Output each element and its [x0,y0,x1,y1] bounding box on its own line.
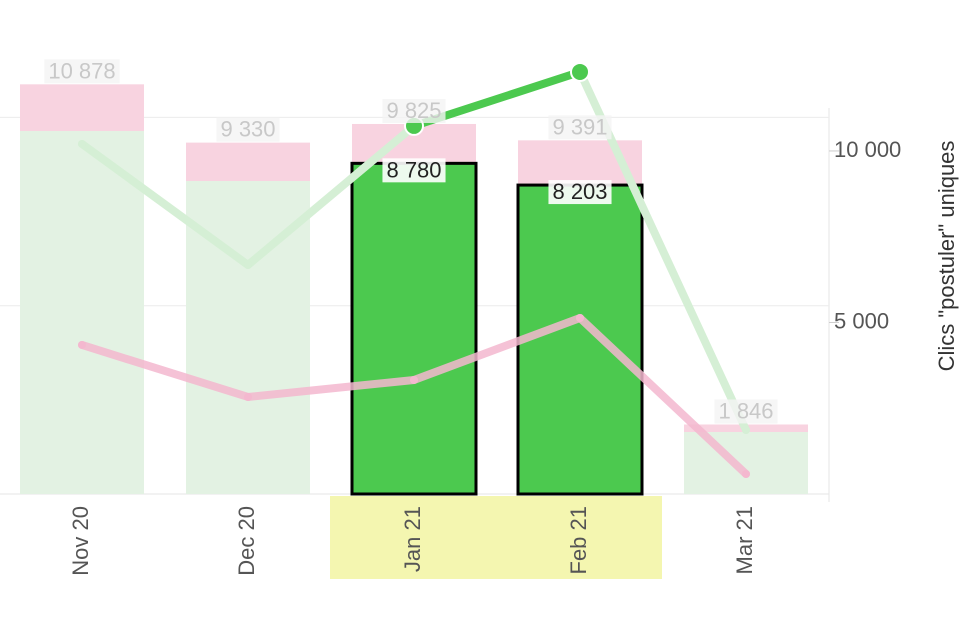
bar [684,432,808,494]
line-point [78,139,86,148]
line-point [576,313,584,322]
x-tick-label: Feb 21 [566,506,591,575]
line-point [410,375,418,384]
line-point [742,469,750,478]
value-label-bg [216,117,280,142]
line-segment [410,313,584,384]
value-label-group: 8 203 [548,179,612,205]
bar [350,161,478,496]
line-segment [78,139,252,269]
value-label-group: 8 780 [382,157,446,183]
line-point [78,340,86,349]
value-label-bg [714,399,778,424]
value-label-group: 9 391 [548,114,612,140]
value-label-bg [548,115,612,140]
value-label-bg [44,59,120,84]
line-segment [244,121,418,269]
value-label-bg [382,158,446,183]
value-label: 10 878 [48,58,115,83]
value-label: 9 825 [386,98,441,123]
x-tick-label: Mar 21 [732,506,757,574]
line-point [570,61,590,82]
line-segment [576,313,750,478]
value-label-group: 9 825 [382,98,446,123]
bar [20,130,144,494]
labels: 10 878 9 330 9 825 9 391 1 846 8 780 8 203 [44,58,778,424]
bar [516,183,644,496]
value-label: 9 391 [552,114,607,139]
value-label: 8 780 [386,157,441,182]
x-tick-label: Dec 20 [234,506,259,576]
y2-tick-label: 10 000 [834,137,901,162]
bars [20,84,808,496]
value-label-group: 10 878 [44,58,120,84]
x-tick-label: Jan 21 [400,506,425,572]
line-point [742,425,750,434]
value-label-group: 9 330 [216,117,280,142]
line-point [244,392,252,401]
line-point [244,260,252,269]
value-label: 9 330 [220,117,275,142]
value-label: 8 203 [552,179,607,204]
y2-tick-label: 5 000 [834,308,889,333]
highlight-band [330,496,662,579]
line-segment [244,375,418,401]
value-label: 1 846 [718,398,773,423]
y2-axis-title: Clics "postuler" uniques [934,141,959,372]
value-label-group: 1 846 [714,398,778,424]
x-tick-label: Nov 20 [68,506,93,576]
value-label-bg [382,98,446,123]
line-segment [78,340,252,401]
value-label-bg [548,180,612,205]
